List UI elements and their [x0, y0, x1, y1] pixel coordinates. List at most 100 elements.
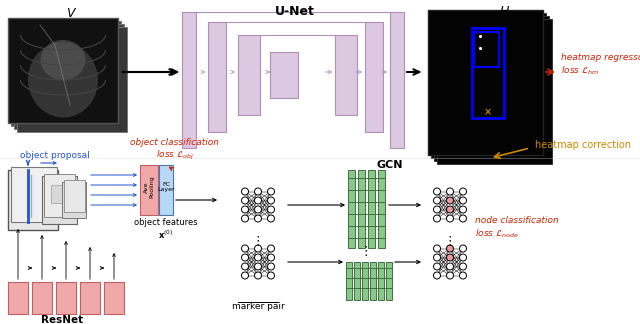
Circle shape: [460, 206, 467, 213]
Bar: [208, 22, 226, 132]
Bar: [44, 174, 75, 217]
Circle shape: [433, 215, 440, 222]
Text: object features
$\mathbf{x}^{(0)}$: object features $\mathbf{x}^{(0)}$: [134, 218, 198, 241]
Circle shape: [268, 188, 275, 195]
Text: $\times$: $\times$: [483, 107, 492, 117]
Circle shape: [241, 197, 248, 204]
Circle shape: [447, 254, 454, 261]
Circle shape: [241, 263, 248, 270]
Bar: [365, 22, 383, 132]
Bar: [358, 170, 365, 248]
Circle shape: [447, 188, 454, 195]
Circle shape: [255, 215, 262, 222]
Bar: [17, 27, 127, 132]
Bar: [14, 24, 124, 129]
Text: heatmap correction: heatmap correction: [535, 140, 631, 150]
Circle shape: [268, 215, 275, 222]
Bar: [368, 170, 375, 248]
Circle shape: [433, 197, 440, 204]
Circle shape: [241, 215, 248, 222]
Text: node classification
loss $\mathcal{L}_{node}$: node classification loss $\mathcal{L}_{n…: [475, 216, 559, 240]
Bar: [8, 282, 28, 314]
Text: ResNet: ResNet: [41, 315, 83, 324]
Text: object proposal: object proposal: [20, 151, 90, 160]
Circle shape: [241, 272, 248, 279]
Circle shape: [433, 206, 440, 213]
Circle shape: [268, 206, 275, 213]
Bar: [51, 185, 63, 203]
Text: object classification
loss $\mathcal{L}_{obj}$: object classification loss $\mathcal{L}_…: [131, 138, 220, 162]
Text: U-Net: U-Net: [275, 5, 315, 18]
Ellipse shape: [40, 40, 86, 80]
Bar: [354, 262, 360, 300]
Bar: [8, 18, 118, 123]
Circle shape: [433, 254, 440, 261]
Circle shape: [433, 188, 440, 195]
Bar: [159, 165, 173, 215]
Circle shape: [268, 197, 275, 204]
Circle shape: [447, 245, 454, 252]
Circle shape: [241, 206, 248, 213]
Bar: [472, 28, 504, 118]
Circle shape: [255, 245, 262, 252]
Circle shape: [447, 272, 454, 279]
Circle shape: [433, 263, 440, 270]
Circle shape: [255, 188, 262, 195]
Bar: [104, 282, 124, 314]
Bar: [11, 167, 57, 222]
Bar: [370, 262, 376, 300]
Bar: [431, 13, 546, 158]
Circle shape: [241, 254, 248, 261]
Text: Ave
Pooling: Ave Pooling: [143, 176, 154, 198]
Bar: [386, 262, 392, 300]
Circle shape: [460, 254, 467, 261]
Bar: [437, 19, 552, 164]
Bar: [434, 16, 549, 161]
Bar: [8, 170, 58, 230]
Text: FC
Layer: FC Layer: [157, 181, 175, 192]
Bar: [140, 165, 158, 215]
Bar: [428, 10, 543, 155]
Bar: [428, 10, 543, 155]
Bar: [62, 182, 86, 218]
Bar: [362, 262, 368, 300]
Bar: [182, 12, 196, 148]
Bar: [56, 282, 76, 314]
Text: $H$: $H$: [499, 5, 511, 18]
Bar: [11, 21, 121, 126]
Circle shape: [241, 245, 248, 252]
Circle shape: [433, 272, 440, 279]
Circle shape: [433, 245, 440, 252]
Text: ⋮: ⋮: [444, 236, 456, 249]
Bar: [335, 35, 357, 115]
Circle shape: [447, 197, 454, 204]
Text: marker pair: marker pair: [232, 302, 284, 311]
Circle shape: [447, 215, 454, 222]
Bar: [8, 18, 118, 123]
Bar: [378, 262, 384, 300]
Text: ⋮: ⋮: [360, 246, 372, 259]
Circle shape: [460, 197, 467, 204]
Circle shape: [460, 272, 467, 279]
Bar: [378, 170, 385, 248]
Bar: [474, 32, 499, 67]
Circle shape: [460, 245, 467, 252]
Circle shape: [255, 206, 262, 213]
Circle shape: [447, 263, 454, 270]
Bar: [390, 12, 404, 148]
Circle shape: [268, 263, 275, 270]
Circle shape: [460, 215, 467, 222]
Circle shape: [460, 263, 467, 270]
Circle shape: [268, 272, 275, 279]
Circle shape: [460, 188, 467, 195]
Bar: [32, 282, 52, 314]
Text: GCN: GCN: [377, 160, 403, 170]
Circle shape: [447, 206, 454, 213]
Circle shape: [268, 245, 275, 252]
Text: $V$: $V$: [67, 7, 77, 20]
Bar: [238, 35, 260, 115]
Bar: [348, 170, 355, 248]
Circle shape: [255, 272, 262, 279]
Bar: [270, 52, 298, 98]
Circle shape: [268, 254, 275, 261]
